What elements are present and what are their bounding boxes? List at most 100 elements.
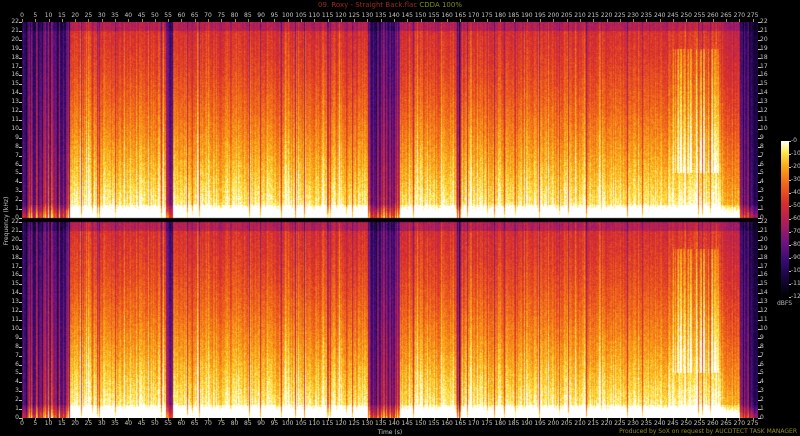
time-tick-mark [367,19,369,22]
freq-tick-label: 5 [15,369,19,377]
freq-tick-mark [758,102,761,104]
time-tick-label: 25 [84,420,93,427]
freq-tick-mark [758,173,761,175]
freq-tick-label: 11 [760,316,768,323]
freq-tick-label: 18 [11,253,19,261]
time-tick-label: 25 [84,12,93,19]
time-tick-label: 260 [707,420,719,427]
freq-tick-mark [19,284,22,286]
time-tick-label: 125 [348,12,360,19]
freq-tick-mark [19,111,22,113]
time-tick-label: 60 [177,12,186,19]
time-tick-label: 40 [124,420,133,427]
time-tick-mark [181,418,183,421]
time-tick-mark [221,19,223,22]
freq-tick-label: 22 [760,218,768,225]
freq-tick-mark [758,346,761,348]
time-tick-label: 115 [321,12,334,19]
db-tick-mark [789,232,791,233]
freq-tick-label: 12 [11,307,19,315]
freq-tick-mark [19,266,22,268]
time-tick-label: 75 [217,12,226,19]
freq-tick-label: 14 [11,89,19,97]
freq-tick-label: 18 [760,53,768,61]
freq-tick-label: 2 [760,196,764,204]
freq-tick-mark [758,57,761,59]
time-tick-label: 165 [454,12,467,19]
freq-tick-label: 9 [760,333,764,341]
freq-tick-mark [19,155,22,157]
freq-tick-label: 4 [760,178,764,186]
time-tick-label: 200 [547,12,560,19]
time-tick-label: 40 [124,12,133,19]
freq-tick-mark [758,200,761,202]
freq-tick-label: 15 [11,80,19,88]
time-tick-mark [712,418,714,421]
time-tick-mark [340,418,342,421]
freq-tick-mark [758,320,761,321]
freq-tick-mark [19,128,22,130]
freq-tick-mark [758,257,761,259]
freq-tick-mark [19,191,22,193]
freq-tick-mark [19,173,22,175]
db-tick-label: -0 [791,137,797,144]
time-tick-mark [181,19,183,22]
time-axis-title: Time (s) [377,429,403,436]
time-tick-mark [327,418,329,421]
db-tick-mark [789,297,791,298]
time-tick-label: 245 [667,420,679,427]
time-tick-label: 130 [361,420,374,427]
freq-tick-label: 0 [760,214,764,221]
freq-tick-mark [19,364,22,366]
freq-tick-mark [19,93,22,95]
time-tick-mark [473,418,475,421]
time-tick-label: 35 [111,12,119,19]
db-tick-label: -70 [791,228,800,235]
time-tick-mark [672,418,674,421]
time-tick-mark [420,418,422,421]
freq-tick-label: 2 [760,396,764,404]
freq-tick-label: 19 [760,44,768,52]
time-tick-label: 90 [257,420,265,427]
time-tick-mark [261,418,263,421]
freq-tick-mark [19,293,22,295]
freq-tick-label: 6 [760,360,764,368]
time-tick-mark [194,19,196,22]
freq-tick-mark [19,57,22,59]
freq-tick-label: 7 [15,351,19,359]
time-tick-label: 85 [244,420,252,427]
freq-tick-label: 12 [760,107,768,115]
freq-tick-label: 3 [760,387,764,395]
time-tick-label: 10 [44,420,53,427]
time-tick-label: 195 [534,12,546,19]
time-tick-mark [287,19,289,22]
time-tick-mark [672,19,674,22]
time-tick-label: 185 [507,12,520,19]
time-tick-mark [274,418,276,421]
freq-tick-mark [758,400,761,402]
colorbar [781,141,789,297]
freq-tick-label: 17 [760,262,768,270]
freq-tick-label: 15 [11,280,19,288]
freq-tick-label: 8 [15,142,19,150]
freq-tick-label: 13 [760,98,768,106]
time-tick-label: 260 [707,12,719,19]
time-tick-mark [513,418,515,421]
time-tick-label: 100 [281,420,294,427]
freq-tick-label: 6 [15,160,19,168]
db-tick-mark [789,154,791,155]
time-tick-label: 10 [44,12,53,19]
freq-tick-mark [19,275,22,277]
time-tick-label: 155 [428,12,440,19]
time-tick-label: 190 [521,420,533,427]
db-tick-mark [789,219,791,220]
time-tick-label: 55 [164,420,172,427]
freq-tick-mark [19,48,22,50]
freq-tick-label: 1 [15,205,19,213]
time-tick-mark [739,19,741,22]
time-tick-mark [579,19,581,22]
time-tick-mark [207,19,209,22]
time-tick-label: 170 [467,12,480,19]
time-tick-label: 30 [97,420,106,427]
time-tick-mark [247,418,249,421]
